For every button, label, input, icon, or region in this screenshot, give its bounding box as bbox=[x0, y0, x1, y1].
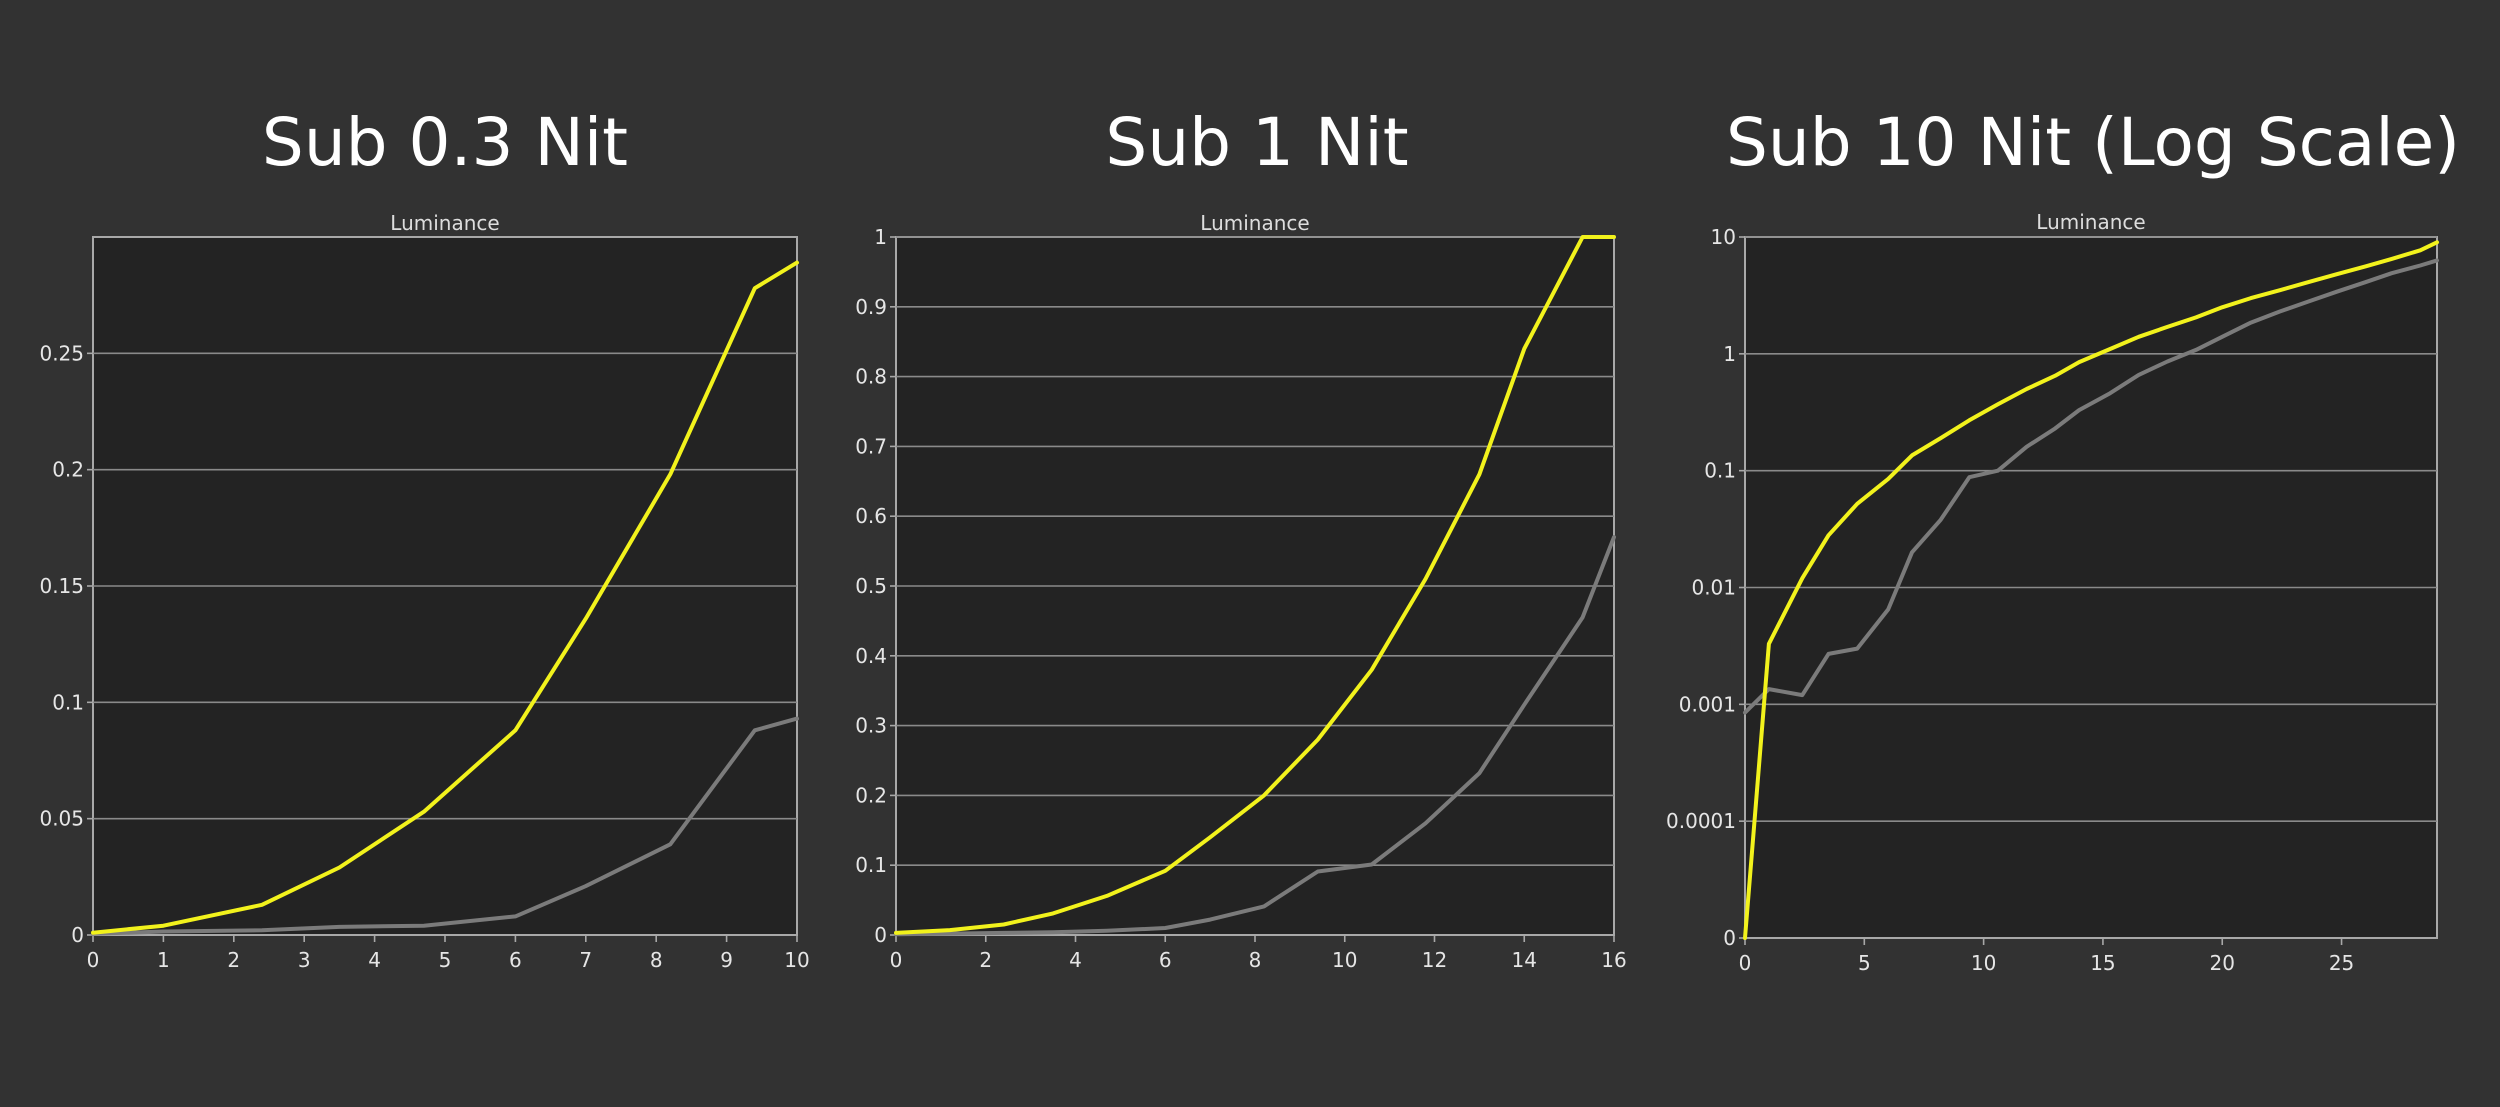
x-tick-label-2-7: 14 bbox=[1512, 948, 1537, 972]
y-tick-label-3-5: 1 bbox=[1723, 342, 1736, 366]
chart-title-1: Luminance bbox=[390, 211, 499, 235]
x-tick-label-2-3: 6 bbox=[1159, 948, 1172, 972]
x-tick-label-1-2: 2 bbox=[227, 948, 240, 972]
y-tick-label-2-1: 0.1 bbox=[855, 853, 887, 877]
y-tick-label-3-6: 10 bbox=[1711, 225, 1736, 249]
x-tick-label-3-3: 15 bbox=[2090, 951, 2115, 975]
y-tick-label-2-5: 0.5 bbox=[855, 574, 887, 598]
y-tick-label-2-6: 0.6 bbox=[855, 504, 887, 528]
y-tick-label-3-1: 0.0001 bbox=[1666, 809, 1736, 833]
x-tick-label-2-1: 2 bbox=[979, 948, 992, 972]
x-tick-label-2-6: 12 bbox=[1422, 948, 1447, 972]
y-tick-label-1-2: 0.1 bbox=[52, 690, 84, 714]
x-tick-label-3-0: 0 bbox=[1739, 951, 1752, 975]
series-line-1-1 bbox=[91, 260, 799, 935]
x-tick-label-2-4: 8 bbox=[1249, 948, 1262, 972]
y-tick-label-3-3: 0.01 bbox=[1691, 576, 1736, 600]
x-tick-label-1-10: 10 bbox=[784, 948, 809, 972]
panel-heading-3: Sub 10 Nit (Log Scale) bbox=[1726, 104, 2460, 181]
x-tick-label-3-4: 20 bbox=[2210, 951, 2235, 975]
y-tick-label-1-4: 0.2 bbox=[52, 458, 84, 482]
x-tick-label-1-7: 7 bbox=[579, 948, 592, 972]
series-line-2-1 bbox=[894, 235, 1616, 935]
x-tick-label-2-0: 0 bbox=[890, 948, 903, 972]
x-tick-label-1-4: 4 bbox=[368, 948, 381, 972]
series-line-2-2 bbox=[894, 535, 1616, 937]
y-tick-label-2-2: 0.2 bbox=[855, 783, 887, 807]
x-tick-label-1-9: 9 bbox=[720, 948, 733, 972]
y-tick-label-1-3: 0.15 bbox=[39, 574, 84, 598]
series-line-3-2 bbox=[1743, 258, 2439, 715]
y-tick-label-2-8: 0.8 bbox=[855, 365, 887, 389]
x-tick-label-1-6: 6 bbox=[509, 948, 522, 972]
y-tick-label-1-1: 0.05 bbox=[39, 807, 84, 831]
x-tick-label-1-8: 8 bbox=[650, 948, 663, 972]
panel-heading-1: Sub 0.3 Nit bbox=[262, 104, 628, 181]
x-tick-label-1-5: 5 bbox=[439, 948, 452, 972]
y-tick-label-1-0: 0 bbox=[71, 923, 84, 947]
chart-title-2: Luminance bbox=[1200, 211, 1309, 235]
x-tick-label-1-0: 0 bbox=[87, 948, 100, 972]
chart-3: Sub 10 Nit (Log Scale) Luminance 0 0.0001 0.… bbox=[1666, 104, 2460, 975]
chart-title-3: Luminance bbox=[2036, 210, 2145, 234]
y-tick-label-2-4: 0.4 bbox=[855, 644, 887, 668]
panel-heading-2: Sub 1 Nit bbox=[1105, 104, 1408, 181]
x-tick-label-1-1: 1 bbox=[157, 948, 170, 972]
series-line-1-2 bbox=[91, 716, 799, 936]
y-tick-label-3-4: 0.1 bbox=[1704, 459, 1736, 483]
series-line-3-1 bbox=[1743, 240, 2439, 940]
y-tick-label-2-9: 0.9 bbox=[855, 295, 887, 319]
x-tick-label-1-3: 3 bbox=[298, 948, 311, 972]
y-tick-label-3-2: 0.001 bbox=[1679, 692, 1736, 716]
chart-2: Sub 1 Nit Luminance 0 0.1 0.2 0.3 0.4 0.5 0.6 0.7… bbox=[855, 104, 1627, 972]
x-tick-label-2-8: 16 bbox=[1601, 948, 1626, 972]
y-tick-label-2-3: 0.3 bbox=[855, 714, 887, 738]
x-tick-label-3-2: 10 bbox=[1971, 951, 1996, 975]
x-tick-label-3-1: 5 bbox=[1858, 951, 1871, 975]
y-tick-label-2-7: 0.7 bbox=[855, 434, 887, 458]
y-tick-label-3-0: 0 bbox=[1723, 926, 1736, 950]
chart-1: Sub 0.3 Nit Luminance 0 0.05 0.1 0.15 0.2 0.25 0… bbox=[39, 104, 809, 972]
y-tick-label-1-5: 0.25 bbox=[39, 341, 84, 365]
x-tick-label-2-2: 4 bbox=[1069, 948, 1082, 972]
y-tick-label-2-0: 0 bbox=[874, 923, 887, 947]
y-tick-label-2-10: 1 bbox=[874, 225, 887, 249]
x-tick-label-3-5: 25 bbox=[2329, 951, 2354, 975]
x-tick-label-2-5: 10 bbox=[1332, 948, 1357, 972]
